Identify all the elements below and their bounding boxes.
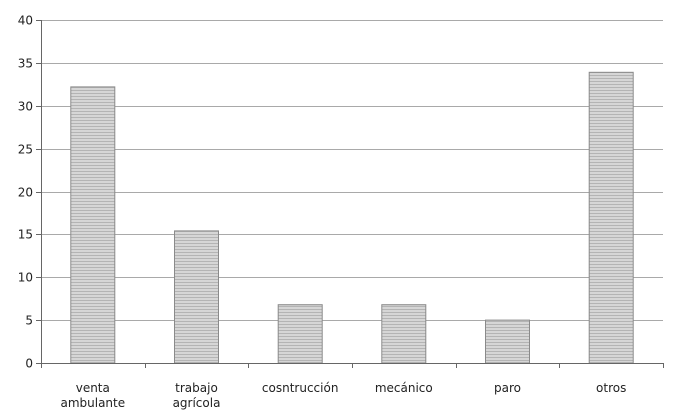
- y-tick-label: 35: [18, 57, 33, 71]
- x-category-label-line: paro: [494, 381, 521, 395]
- bar: [70, 86, 116, 364]
- y-tick-label: 40: [18, 14, 33, 28]
- x-category-label: cosntrucción: [262, 381, 339, 395]
- x-category-label-line: venta: [76, 381, 110, 395]
- x-category-label: otros: [596, 381, 626, 395]
- y-tick-label: 25: [18, 143, 33, 157]
- bar: [381, 304, 427, 364]
- bar: [588, 71, 634, 364]
- bar: [277, 304, 323, 364]
- y-tick-label: 10: [18, 271, 33, 285]
- x-category-label-line: trabajo: [175, 381, 218, 395]
- y-tick-label: 30: [18, 100, 33, 114]
- x-category-label-line: otros: [596, 381, 626, 395]
- x-category-label: trabajo agrícola: [173, 381, 221, 410]
- y-tick-label: 20: [18, 186, 33, 200]
- bar: [174, 230, 219, 364]
- gridlines: [41, 20, 663, 321]
- x-category-label: paro: [494, 381, 521, 395]
- bar: [485, 319, 530, 364]
- y-tick-label: 0: [25, 357, 33, 371]
- axes: [36, 20, 664, 368]
- x-category-label-line: ambulante: [60, 396, 125, 410]
- y-tick-label: 5: [25, 314, 33, 328]
- x-category-label-line: mecánico: [375, 381, 433, 395]
- x-category-label-line: cosntrucción: [262, 381, 339, 395]
- x-category-label-line: agrícola: [173, 396, 221, 410]
- labels: 0 5 10 15 20 25 30 35 40 venta ambulante trabajo agr…: [18, 14, 627, 411]
- bars: [70, 71, 634, 364]
- y-tick-label: 15: [18, 228, 33, 242]
- x-category-label: mecánico: [375, 381, 433, 395]
- x-category-label: venta ambulante: [60, 381, 125, 410]
